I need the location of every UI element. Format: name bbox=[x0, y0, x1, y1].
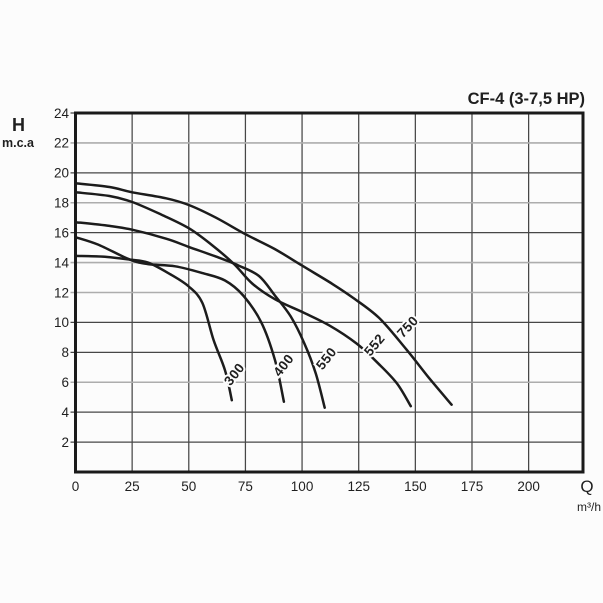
x-tick-label: 175 bbox=[461, 479, 484, 494]
curve-750 bbox=[74, 182, 453, 406]
y-tick-label: 2 bbox=[61, 435, 69, 450]
y-tick-label: 12 bbox=[54, 285, 69, 300]
x-tick-label: 200 bbox=[517, 479, 540, 494]
y-tick-label: 14 bbox=[54, 255, 70, 270]
y-tick-label: 10 bbox=[54, 315, 69, 330]
gridlines bbox=[70, 112, 583, 472]
plot-border bbox=[74, 111, 585, 474]
y-axis-unit: m.c.a bbox=[2, 136, 35, 150]
x-tick-label: 75 bbox=[238, 479, 253, 494]
y-axis-symbol: H bbox=[12, 115, 25, 135]
x-tick-label: 50 bbox=[181, 479, 196, 494]
y-tick-label: 22 bbox=[54, 136, 69, 151]
curve-552 bbox=[74, 191, 413, 408]
pump-curves bbox=[74, 182, 453, 409]
y-tick-label: 20 bbox=[54, 166, 69, 181]
chart-title: CF-4 (3-7,5 HP) bbox=[468, 90, 585, 108]
x-axis-unit: m³/h bbox=[577, 500, 601, 514]
curve-300 bbox=[74, 254, 234, 402]
y-tick-label: 8 bbox=[61, 345, 69, 360]
y-tick-label: 18 bbox=[54, 196, 69, 211]
x-tick-label: 125 bbox=[347, 479, 370, 494]
y-tick-label: 4 bbox=[61, 405, 69, 420]
y-tick-label: 6 bbox=[61, 375, 69, 390]
x-tick-label: 150 bbox=[404, 479, 427, 494]
x-tick-label: 100 bbox=[291, 479, 314, 494]
curve-400 bbox=[74, 235, 286, 403]
curve-550 bbox=[74, 220, 326, 409]
y-tick-label: 16 bbox=[54, 225, 69, 240]
x-axis-symbol: Q bbox=[580, 477, 593, 496]
y-tick-label: 24 bbox=[54, 106, 70, 121]
x-tick-label: 0 bbox=[72, 479, 80, 494]
x-tick-label: 25 bbox=[125, 479, 140, 494]
